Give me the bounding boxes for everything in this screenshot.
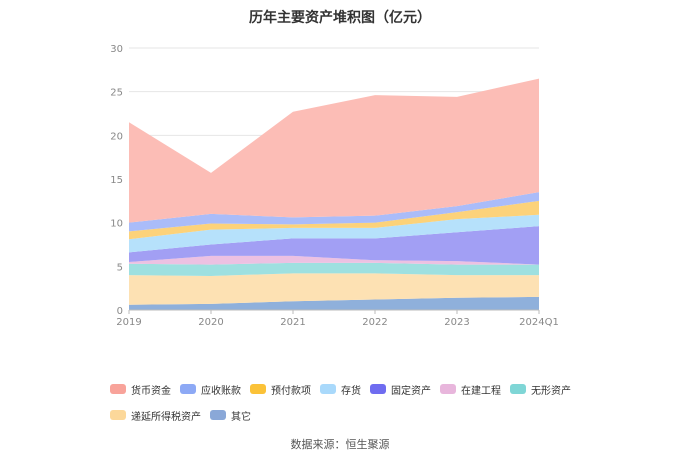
legend-swatch: [180, 384, 196, 394]
x-tick-label: 2019: [116, 317, 141, 328]
legend-swatch: [440, 384, 456, 394]
legend-swatch: [250, 384, 266, 394]
y-tick-label: 25: [110, 88, 123, 99]
legend-label: 其它: [231, 411, 251, 423]
legend-label: 固定资产: [391, 385, 431, 397]
chart-title: 历年主要资产堆积图（亿元）: [249, 10, 431, 26]
x-tick-label: 2024Q1: [519, 317, 559, 328]
legend-swatch: [510, 384, 526, 394]
area-series-8: [129, 78, 539, 223]
legend-swatch: [370, 384, 386, 394]
legend-swatch: [210, 410, 226, 420]
source-note: 数据来源：恒生聚源: [290, 438, 390, 451]
legend-swatch: [110, 384, 126, 394]
area-series-1: [129, 273, 539, 305]
x-tick-label: 2022: [362, 317, 387, 328]
y-tick-label: 5: [117, 262, 123, 273]
axis-layer: 0 5 10 15 20 25 30 2019 2020 2021 2022 2023 2024Q1: [110, 44, 559, 328]
y-tick-label: 30: [110, 44, 123, 55]
area-series-7: [129, 192, 539, 232]
legend-label: 无形资产: [531, 385, 571, 397]
legend-swatch: [320, 384, 336, 394]
x-tick-label: 2020: [198, 317, 223, 328]
legend-item[interactable]: 货币资金: [110, 382, 171, 397]
x-tick-label: 2021: [280, 317, 305, 328]
y-tick-label: 15: [110, 175, 123, 186]
legend-item[interactable]: 在建工程: [440, 382, 501, 397]
legend-item[interactable]: 无形资产: [510, 382, 571, 397]
area-layer: [129, 78, 539, 310]
y-tick-label: 20: [110, 131, 123, 142]
legend-swatch: [110, 410, 126, 420]
legend-item[interactable]: 固定资产: [370, 382, 431, 397]
y-tick-label: 0: [117, 306, 123, 317]
y-tick-label: 10: [110, 219, 123, 230]
area-series-4: [129, 226, 539, 265]
legend-item[interactable]: 应收账款: [180, 382, 241, 397]
legend-label: 应收账款: [201, 385, 241, 397]
legend-label: 存货: [341, 385, 361, 397]
legend-item[interactable]: 存货: [320, 382, 361, 397]
legend-label: 递延所得税资产: [131, 411, 201, 423]
legend: 货币资金 应收账款 预付款项 存货 固定资产 在建工程 无形资产递延所得税资产 其它: [110, 379, 610, 431]
stacked-area-chart: 0 5 10 15 20 25 30 2019 2020 2021 2022 2023 2024Q1: [110, 44, 559, 328]
area-series-0: [129, 296, 539, 310]
legend-label: 预付款项: [271, 385, 311, 397]
legend-item[interactable]: 预付款项: [250, 382, 311, 397]
area-series-2: [129, 262, 539, 276]
area-series-5: [129, 214, 539, 253]
legend-item[interactable]: 其它: [210, 408, 251, 423]
area-series-3: [129, 255, 539, 265]
legend-item[interactable]: 递延所得税资产: [110, 408, 201, 423]
legend-label: 在建工程: [461, 385, 501, 397]
legend-label: 货币资金: [131, 385, 171, 397]
x-tick-label: 2023: [444, 317, 469, 328]
